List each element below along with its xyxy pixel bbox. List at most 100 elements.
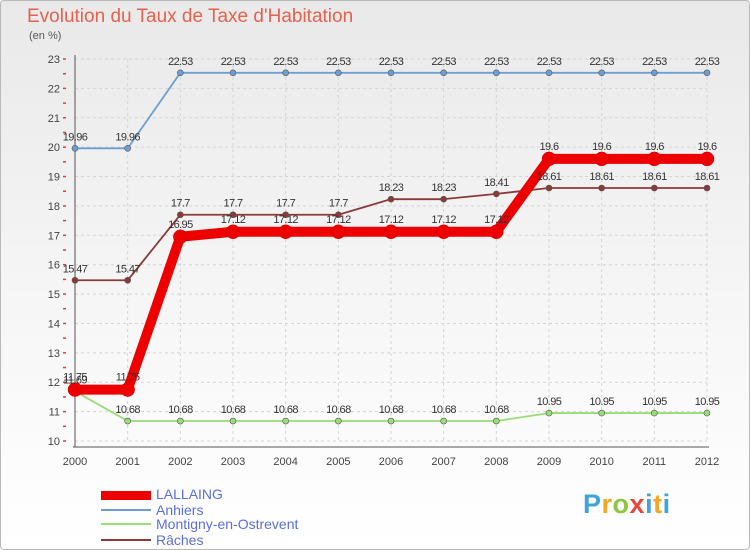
legend-label: Râches: [156, 532, 204, 548]
data-label: 22.53: [695, 56, 720, 68]
data-point: [229, 211, 237, 219]
data-label: 19.96: [115, 131, 140, 143]
data-point: [177, 211, 184, 219]
y-tick-label: 19: [48, 172, 60, 184]
logo-letter: t: [653, 489, 663, 519]
legend-item-lallaing[interactable]: LALLAING: [101, 486, 421, 502]
legend-label: Montigny-en-Ostrevent: [156, 516, 299, 532]
data-point: [699, 151, 715, 167]
data-label: 10.68: [115, 404, 140, 416]
data-label: 10.68: [221, 404, 246, 416]
data-point: [651, 184, 658, 192]
y-tick-label: 14: [48, 318, 60, 330]
y-tick-label: 23: [48, 54, 60, 66]
x-tick-label: 2006: [379, 456, 403, 468]
data-label: 11.75: [63, 372, 87, 384]
data-point: [541, 151, 557, 167]
data-label: 10.68: [168, 404, 193, 416]
data-label: 10.68: [484, 404, 509, 416]
data-point: [703, 69, 711, 77]
data-point: [124, 145, 131, 152]
legend-swatch: [101, 539, 151, 541]
y-tick-label: 17: [48, 230, 60, 242]
chart-title: Evolution du Taux de Taxe d'Habitation: [27, 6, 354, 27]
logo-letter: o: [612, 489, 630, 519]
data-label: 22.53: [379, 56, 404, 68]
data-point: [67, 382, 83, 397]
logo-letter: i: [662, 489, 671, 519]
data-label: 15.47: [63, 263, 88, 275]
data-point: [335, 211, 342, 219]
data-point: [387, 69, 395, 77]
y-tick-label: 12: [48, 377, 60, 389]
data-point: [282, 211, 289, 219]
legend-label: LALLAING: [156, 486, 223, 502]
logo-letter: i: [645, 489, 654, 519]
data-point: [331, 224, 346, 240]
data-label: 10.68: [273, 404, 298, 416]
data-label: 19.6: [645, 141, 664, 153]
data-point: [278, 224, 293, 240]
data-label: 11.75: [116, 372, 140, 384]
y-tick-label: 20: [48, 142, 60, 154]
logo-letter: P: [583, 489, 602, 519]
data-point: [282, 69, 289, 77]
x-tick-label: 2004: [273, 456, 297, 468]
data-point: [545, 409, 553, 417]
data-label: 19.6: [539, 141, 558, 153]
data-label: 18.23: [379, 182, 404, 194]
data-point: [594, 151, 609, 167]
y-axis-unit: (en %): [29, 30, 62, 42]
proxiti-logo: Proxiti: [583, 489, 671, 520]
data-point: [229, 417, 237, 425]
x-tick-label: 2007: [431, 456, 455, 468]
x-tick-label: 2001: [115, 456, 139, 468]
data-label: 18.61: [642, 171, 667, 183]
data-label: 17.12: [273, 214, 298, 226]
data-point: [493, 417, 500, 425]
data-point: [282, 417, 289, 425]
data-label: 22.53: [589, 56, 614, 68]
data-point: [598, 69, 605, 77]
data-point: [177, 69, 184, 77]
data-point: [71, 276, 79, 284]
data-label: 17.12: [326, 214, 351, 226]
data-point: [598, 409, 605, 417]
data-point: [173, 229, 188, 245]
data-label: 22.53: [273, 56, 298, 68]
data-point: [383, 224, 399, 240]
y-tick-label: 15: [48, 289, 60, 301]
data-label: 17.7: [276, 198, 295, 210]
data-label: 18.61: [537, 171, 562, 183]
x-tick-label: 2002: [168, 456, 192, 468]
data-label: 18.41: [484, 177, 509, 189]
legend-swatch: [101, 491, 151, 500]
legend-item-montigny-en-ostrevent[interactable]: Montigny-en-Ostrevent: [101, 516, 421, 532]
data-label: 22.53: [484, 56, 509, 68]
data-point: [703, 184, 711, 192]
data-label: 18.61: [695, 171, 720, 183]
data-label: 22.53: [431, 56, 456, 68]
x-tick-label: 2008: [484, 456, 508, 468]
data-point: [387, 417, 395, 425]
legend-item-anhiers[interactable]: Anhiers: [101, 502, 421, 518]
data-label: 22.53: [221, 56, 246, 68]
legend-swatch: [101, 523, 151, 525]
data-point: [120, 382, 135, 397]
data-label: 15.47: [115, 263, 140, 275]
data-point: [647, 151, 662, 167]
data-label: 18.23: [431, 182, 456, 194]
data-label: 19.6: [697, 141, 716, 153]
data-label: 10.95: [589, 396, 614, 408]
y-tick-label: 10: [48, 436, 60, 448]
data-label: 22.53: [537, 56, 562, 68]
data-point: [225, 224, 241, 240]
y-tick-label: 11: [49, 407, 60, 419]
data-point: [436, 224, 451, 240]
legend-item-raches[interactable]: Râches: [101, 532, 421, 548]
data-label: 19.96: [63, 131, 88, 143]
y-tick-label: 13: [48, 348, 60, 360]
data-label: 22.53: [326, 56, 351, 68]
data-point: [71, 145, 79, 152]
data-label: 19.6: [592, 141, 611, 153]
